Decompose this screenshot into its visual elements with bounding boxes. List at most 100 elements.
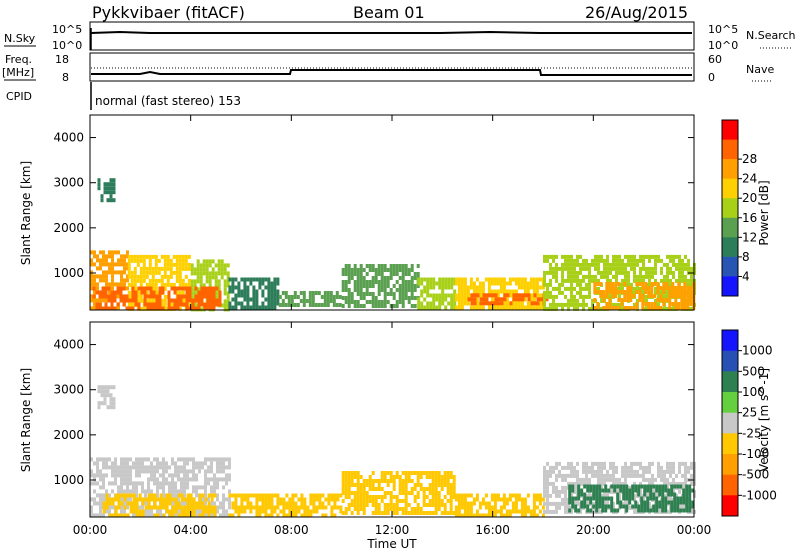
power-cell (169, 258, 173, 263)
power-cell (450, 305, 454, 310)
velocity-cell (449, 507, 453, 511)
velocity-cell (273, 493, 277, 498)
power-cell (365, 300, 369, 304)
velocity-cell (637, 508, 641, 513)
velocity-cell (514, 509, 518, 514)
power-cell (482, 297, 486, 302)
velocity-cell (186, 461, 189, 466)
velocity-cell (330, 513, 334, 518)
velocity-cell (561, 473, 564, 478)
velocity-cell (613, 488, 617, 493)
velocity-cell (564, 473, 567, 478)
velocity-cell (425, 475, 429, 479)
velocity-cell (449, 475, 453, 479)
velocity-cell (231, 513, 235, 518)
velocity-cell (207, 505, 211, 510)
velocity-cell (535, 497, 539, 502)
power-cell (416, 272, 420, 276)
velocity-cell (356, 491, 360, 495)
power-cell (648, 282, 651, 287)
power-cell (305, 299, 309, 303)
velocity-cell (282, 497, 286, 502)
power-cell (663, 278, 666, 283)
velocity-cell (591, 501, 594, 506)
velocity-cell (416, 511, 420, 515)
power-cell (261, 289, 265, 294)
velocity-cell (183, 469, 186, 474)
velocity-cell (105, 505, 109, 510)
velocity-cell (532, 497, 536, 502)
power-cell (487, 285, 491, 290)
power-cell (392, 292, 396, 296)
power-cell (429, 293, 433, 298)
power-cell (529, 293, 533, 298)
power-cell (104, 306, 108, 311)
power-cell (299, 291, 303, 295)
velocity-cell (353, 503, 357, 507)
power-cell (639, 258, 642, 263)
power-cell (638, 298, 642, 302)
velocity-cell (463, 505, 467, 510)
velocity-cell (682, 500, 686, 505)
velocity-cell (670, 484, 674, 489)
power-cell (111, 258, 114, 263)
velocity-cell (648, 501, 651, 506)
velocity-cell (219, 457, 222, 462)
velocity-cell (186, 505, 190, 510)
velocity-cell (156, 485, 159, 490)
velocity-cell (543, 473, 546, 478)
velocity-cell (380, 495, 384, 499)
power-cell (155, 302, 159, 307)
power-cell (438, 305, 442, 310)
power-cell (447, 281, 451, 286)
velocity-cell (189, 493, 193, 498)
power-cell (549, 290, 552, 295)
power-cell (662, 286, 666, 290)
power-cell (255, 277, 259, 282)
velocity-cell (333, 513, 337, 518)
velocity-cell (589, 508, 593, 513)
velocity-cell (249, 505, 253, 510)
velocity-cell (288, 505, 292, 510)
power-cell (228, 285, 232, 290)
velocity-cell (249, 493, 253, 498)
velocity-cell (183, 489, 186, 494)
x-tick-label: 08:00 (274, 523, 309, 537)
velocity-cell (646, 496, 650, 501)
power-cell (435, 293, 439, 298)
velocity-cell (508, 493, 512, 498)
power-cell (133, 278, 137, 283)
power-cell (561, 254, 564, 259)
power-cell (117, 250, 120, 255)
velocity-cell (440, 499, 444, 503)
power-cell (561, 266, 564, 271)
power-cell (175, 266, 179, 271)
velocity-cell (303, 501, 307, 506)
velocity-cell (353, 495, 357, 499)
power-cell (558, 282, 561, 287)
power-cell (112, 182, 116, 187)
velocity-cell (591, 469, 594, 474)
velocity-cell (621, 465, 624, 470)
power-cell (98, 302, 102, 307)
velocity-cell (168, 501, 172, 506)
power-cell (454, 293, 458, 298)
power-cell (103, 182, 107, 187)
velocity-cell (383, 511, 387, 515)
velocity-cell (270, 513, 274, 518)
velocity-cell (117, 465, 120, 470)
power-cell (538, 293, 542, 298)
power-cell (169, 274, 173, 279)
velocity-cell (315, 509, 319, 514)
velocity-cell (344, 507, 348, 511)
velocity-cell (222, 505, 225, 510)
power-cell (362, 292, 366, 296)
power-cell (93, 254, 96, 259)
power-cell (197, 290, 201, 295)
power-cell (594, 266, 597, 271)
velocity-cell (135, 501, 139, 506)
velocity-cell (126, 513, 130, 518)
velocity-cell (210, 513, 213, 518)
power-cell (353, 268, 357, 272)
power-cell (220, 267, 224, 272)
